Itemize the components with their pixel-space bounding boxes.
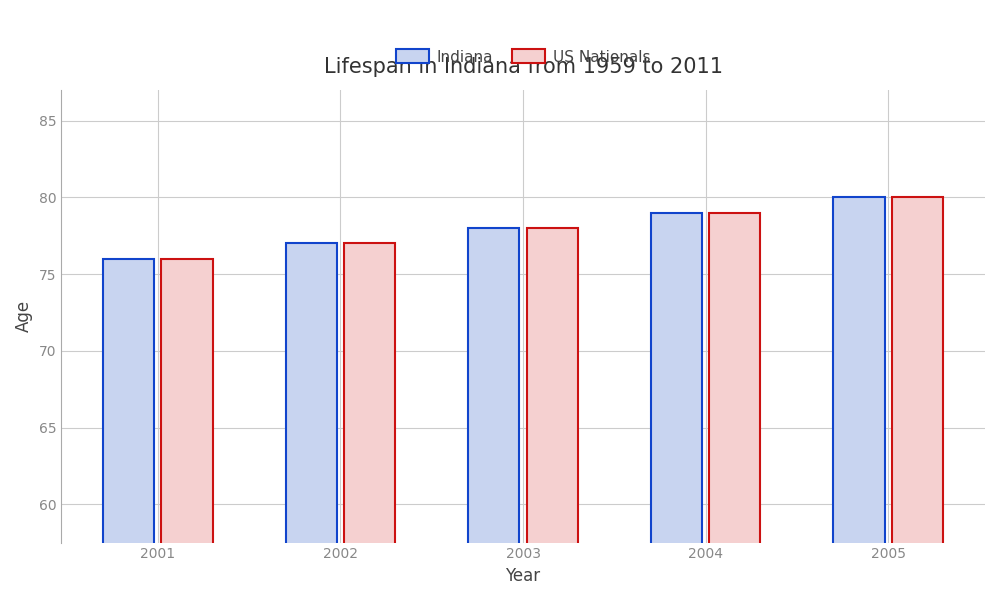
Bar bbox=[892, 197, 943, 600]
X-axis label: Year: Year bbox=[505, 567, 541, 585]
Bar bbox=[709, 213, 760, 600]
Bar bbox=[103, 259, 154, 600]
Bar bbox=[286, 244, 337, 600]
Title: Lifespan in Indiana from 1959 to 2011: Lifespan in Indiana from 1959 to 2011 bbox=[324, 58, 723, 77]
Bar bbox=[833, 197, 885, 600]
Bar bbox=[651, 213, 702, 600]
Y-axis label: Age: Age bbox=[15, 300, 33, 332]
Bar bbox=[161, 259, 213, 600]
Bar bbox=[344, 244, 395, 600]
Legend: Indiana, US Nationals: Indiana, US Nationals bbox=[389, 43, 657, 71]
Bar bbox=[468, 228, 519, 600]
Bar bbox=[527, 228, 578, 600]
